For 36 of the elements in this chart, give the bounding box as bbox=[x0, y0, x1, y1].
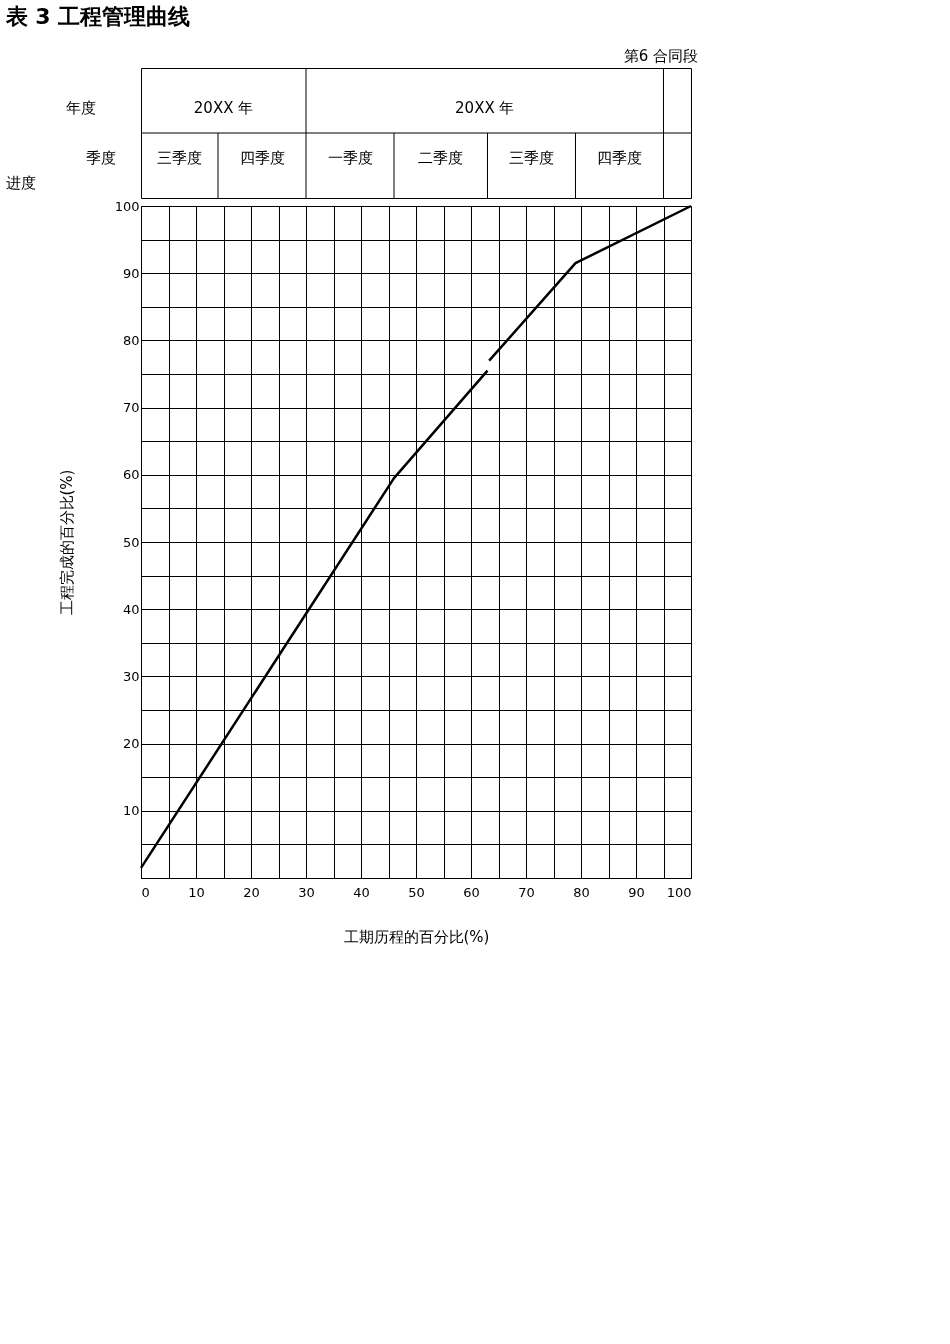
x-tick-label: 30 bbox=[298, 884, 315, 900]
y-tick-label: 70 bbox=[122, 400, 140, 416]
x-tick-label: 40 bbox=[353, 884, 370, 900]
text: 四季度 bbox=[597, 149, 642, 167]
text: 进度 bbox=[6, 174, 36, 192]
y-tick-label: 20 bbox=[122, 736, 140, 752]
x-tick-label: 10 bbox=[188, 884, 205, 900]
y-tick-label: 10 bbox=[122, 803, 140, 819]
text: 年度 bbox=[66, 99, 96, 117]
text: 一季度 bbox=[327, 149, 373, 167]
y-tick-label: 90 bbox=[122, 265, 140, 281]
y-tick-label: 30 bbox=[122, 668, 140, 684]
chart-title: 表 3 工程管理曲线 bbox=[4, 3, 191, 29]
text: 四季度 bbox=[239, 149, 285, 167]
x-tick-label: 0 bbox=[141, 884, 150, 900]
y-tick-label: 50 bbox=[122, 534, 140, 550]
x-tick-label: 100 bbox=[666, 884, 692, 900]
x-tick-label: 60 bbox=[463, 884, 480, 900]
y-tick-label: 40 bbox=[122, 601, 140, 617]
y-tick-label: 80 bbox=[122, 332, 140, 348]
text: 20XX 年 bbox=[193, 99, 254, 117]
text: 20XX 年 bbox=[455, 99, 515, 117]
x-tick-label: 20 bbox=[243, 884, 260, 900]
text: 二季度 bbox=[418, 149, 464, 167]
text: 三季度 bbox=[509, 149, 554, 167]
y-tick-label: 100 bbox=[114, 198, 140, 214]
x-axis-title: 工期历程的百分比(%) bbox=[343, 927, 490, 946]
text: 季度 bbox=[86, 149, 116, 167]
y-axis-title: 工程完成的百分比(%) bbox=[57, 469, 76, 616]
x-tick-label: 50 bbox=[408, 884, 425, 900]
text: 三季度 bbox=[157, 149, 202, 167]
x-tick-label: 90 bbox=[628, 884, 645, 900]
x-tick-label: 80 bbox=[573, 884, 590, 900]
text: 第6 合同段 bbox=[623, 47, 699, 65]
x-tick-label: 70 bbox=[518, 884, 535, 900]
y-tick-label: 60 bbox=[122, 467, 140, 483]
